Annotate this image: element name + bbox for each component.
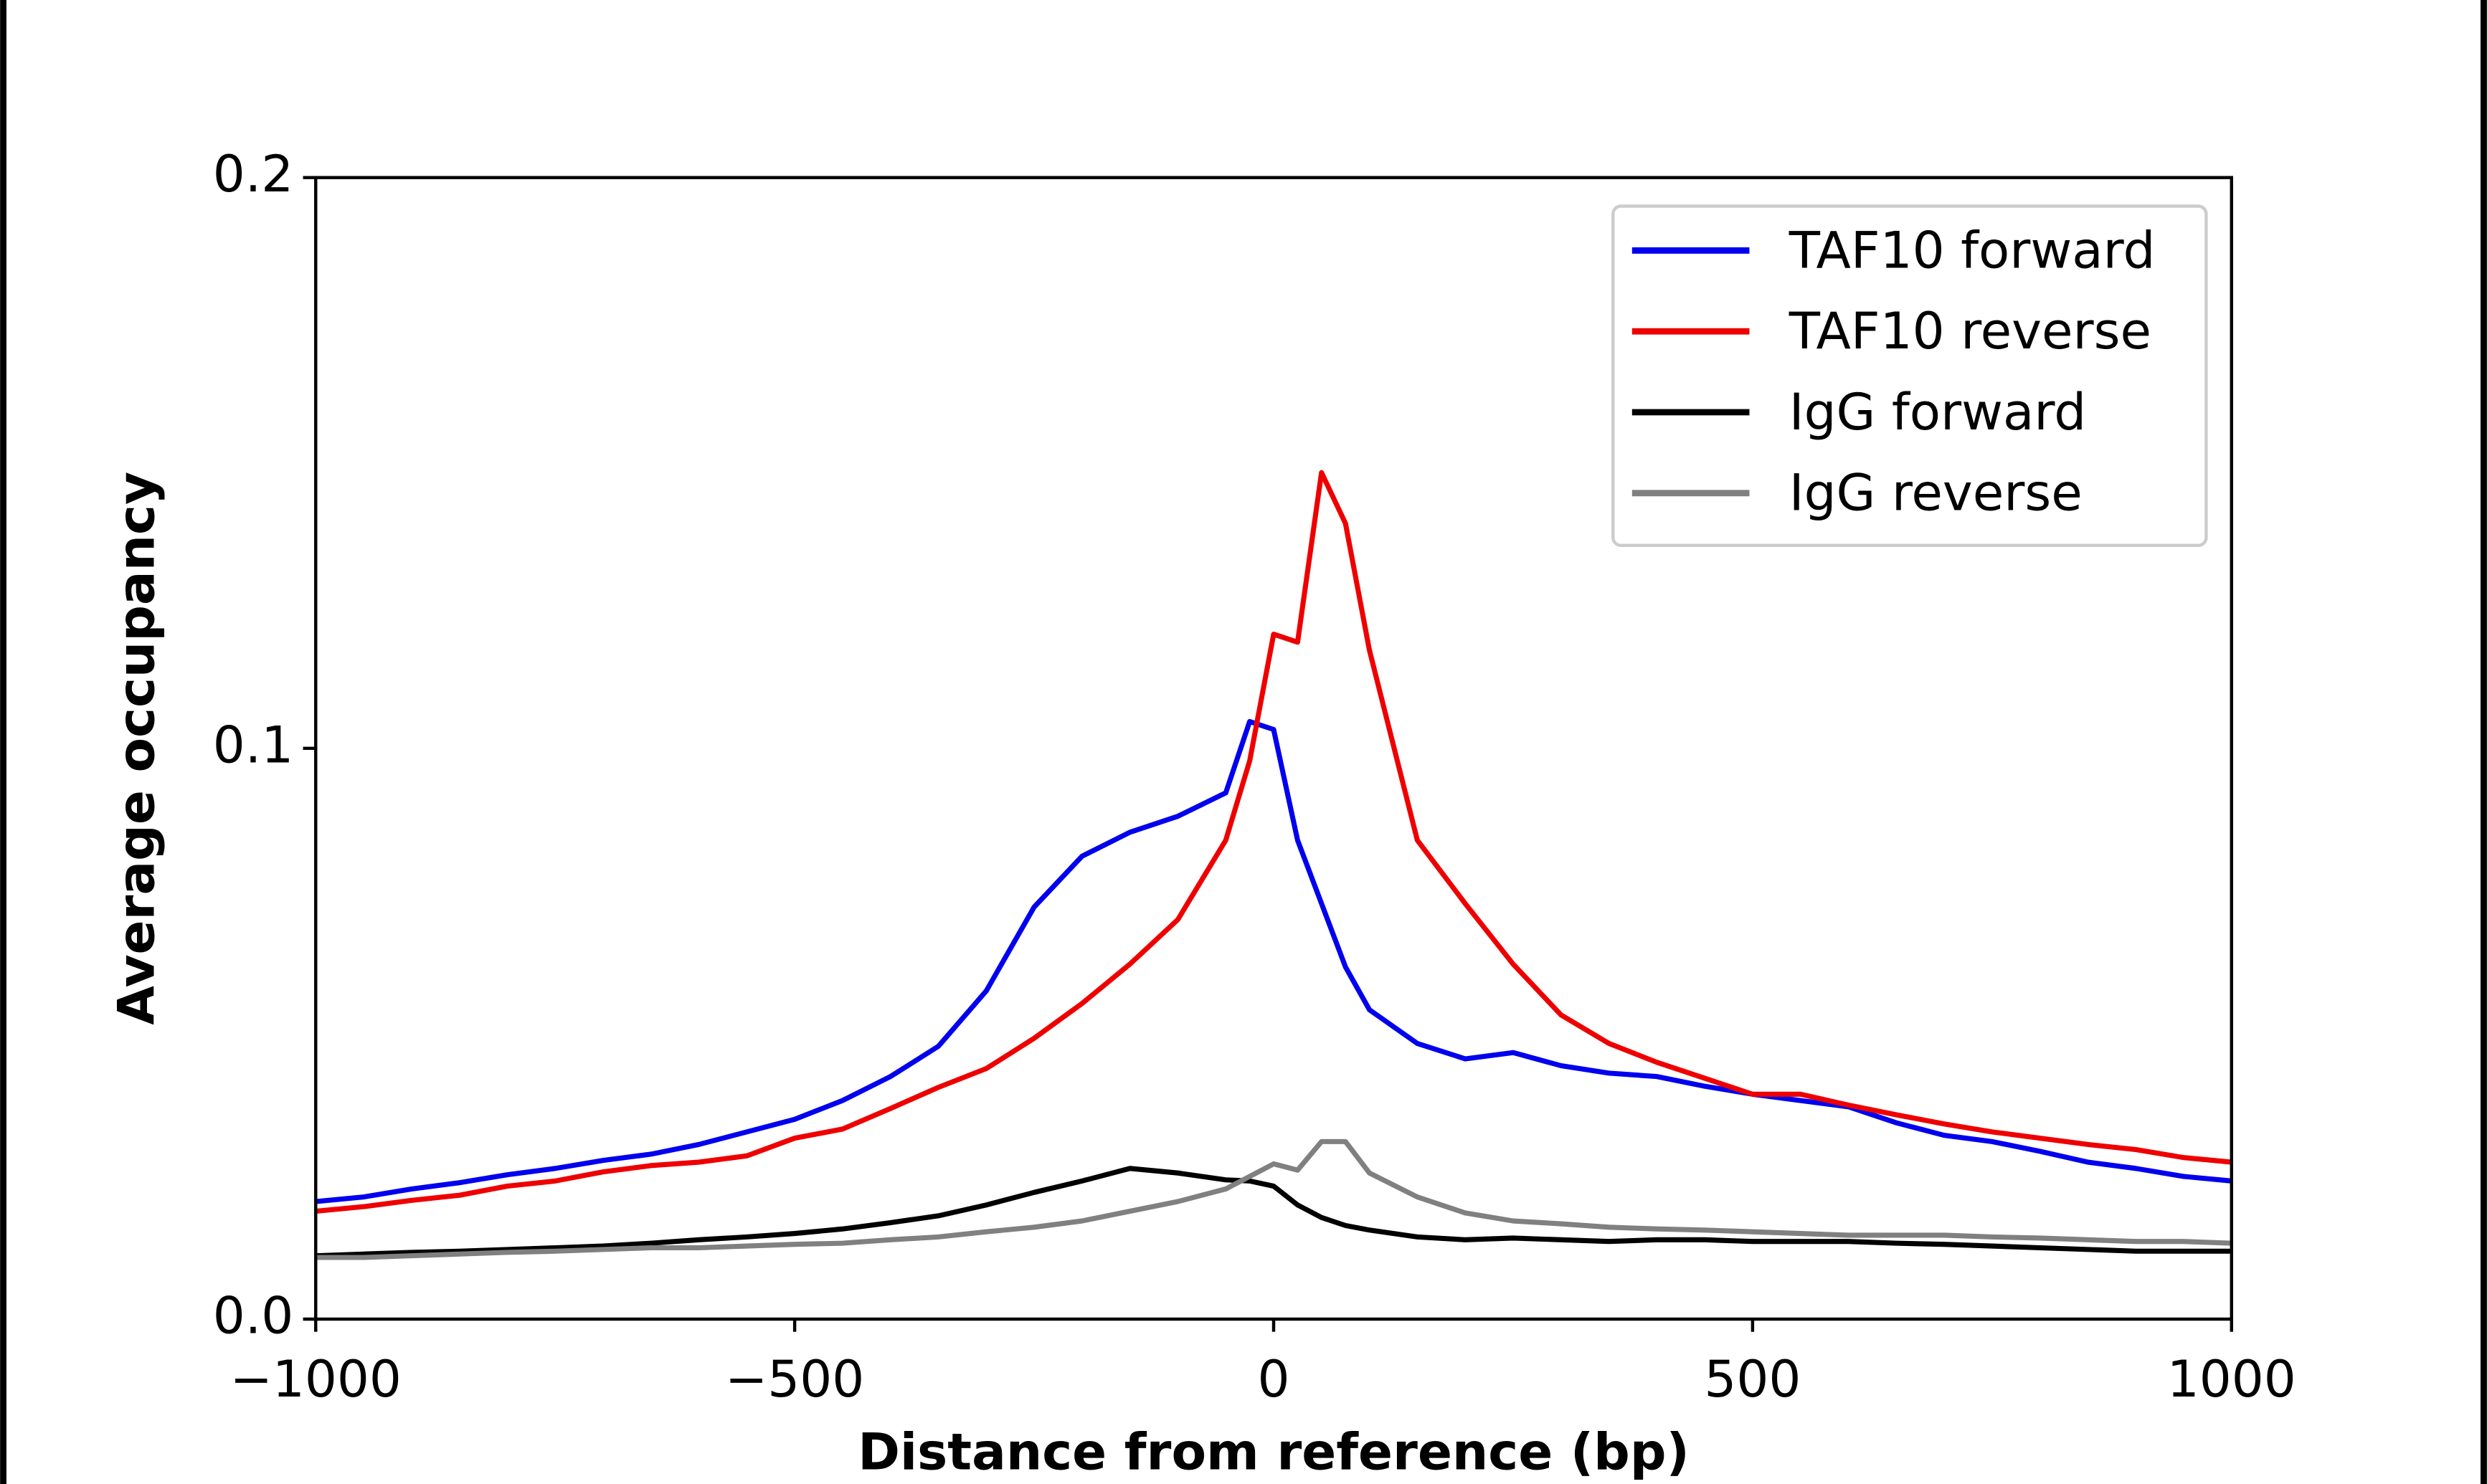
x-tick-label: 0 [1258, 1349, 1290, 1409]
x-tick-label: −1000 [230, 1349, 402, 1409]
y-axis-label: Average occupancy [106, 472, 166, 1025]
line-series [316, 1166, 2232, 1259]
y-tick-label: 0.0 [213, 1286, 294, 1346]
x-axis-label: Distance from reference (bp) [858, 1422, 1690, 1482]
legend-label: IgG reverse [1789, 463, 2083, 523]
right-border [2481, 0, 2487, 1484]
line-series [316, 1138, 2232, 1260]
legend-label: TAF10 forward [1789, 220, 2156, 280]
legend-label: IgG forward [1789, 382, 2086, 442]
x-tick-label: 1000 [2167, 1349, 2296, 1409]
legend-label: TAF10 reverse [1789, 301, 2151, 361]
left-border [0, 0, 7, 1484]
x-tick-label: −500 [725, 1349, 864, 1409]
line-series [315, 470, 2232, 1214]
legend-box [1611, 204, 2208, 547]
line-series [315, 718, 2232, 1204]
y-tick-label: 0.2 [213, 144, 294, 204]
y-tick-label: 0.1 [213, 715, 294, 774]
x-tick-label: 500 [1704, 1349, 1801, 1409]
